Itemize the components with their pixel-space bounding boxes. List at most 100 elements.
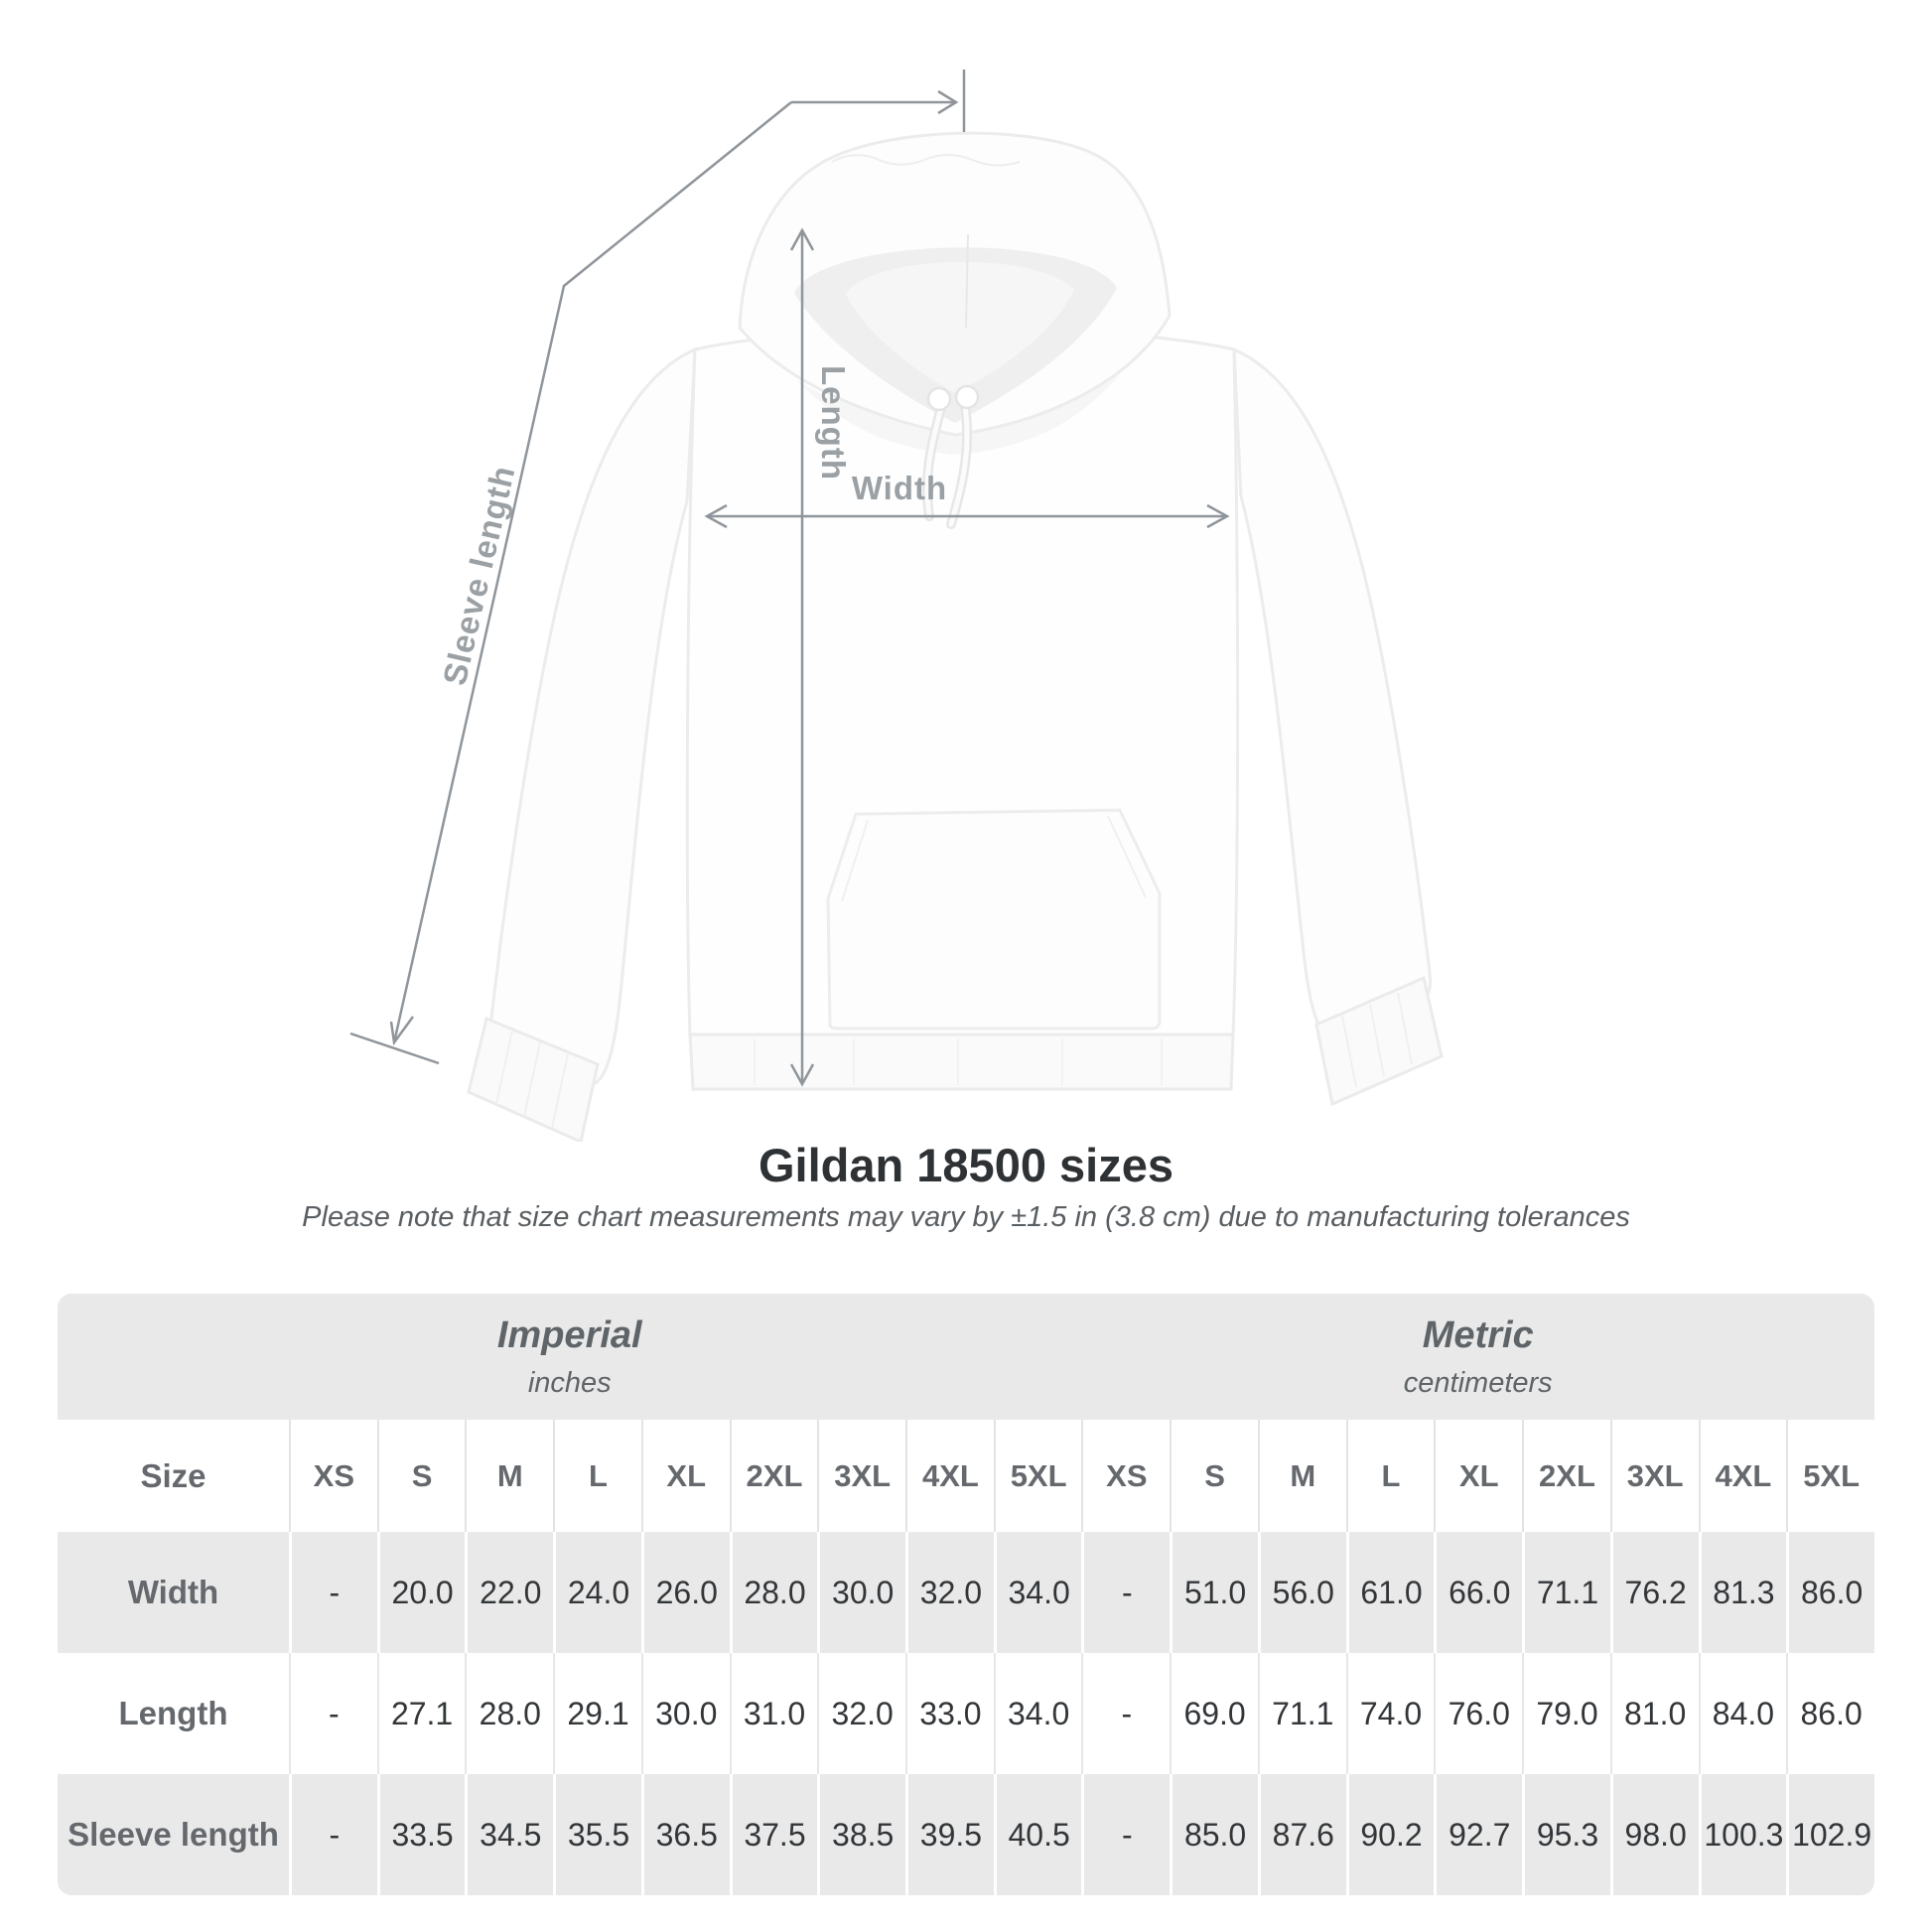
length-measure	[789, 227, 815, 1087]
size-value-cell-imperial: 24.0	[553, 1532, 641, 1653]
size-value-cell-imperial: 33.0	[905, 1653, 994, 1774]
size-value-cell-imperial: 40.5	[993, 1774, 1082, 1895]
size-col-header-imperial: XS	[289, 1420, 377, 1532]
size-value-cell-imperial: 34.5	[465, 1774, 553, 1895]
size-value-cell-metric: 86.0	[1786, 1532, 1874, 1653]
size-value-cell-metric: 86.0	[1786, 1653, 1874, 1774]
hoodie-measurement-diagram: Sleeve length Length Width	[349, 69, 1444, 1142]
size-value-cell-imperial: 34.0	[993, 1532, 1082, 1653]
size-value-cell-metric: 69.0	[1170, 1653, 1258, 1774]
size-value-cell-metric: 61.0	[1345, 1532, 1435, 1653]
size-value-cell-metric: 74.0	[1345, 1653, 1435, 1774]
size-value-cell-metric: 87.6	[1257, 1774, 1346, 1895]
hoodie-hem-band	[688, 1033, 1235, 1091]
size-col-header-metric: XL	[1434, 1420, 1522, 1532]
hood-drawstrings	[921, 384, 980, 529]
size-value-cell-metric: 76.2	[1609, 1532, 1699, 1653]
length-arrowhead-top	[789, 227, 815, 251]
page-title: Gildan 18500 sizes	[758, 1139, 1174, 1191]
size-col-header-metric: M	[1257, 1420, 1346, 1532]
size-value-cell-metric: 79.0	[1522, 1653, 1610, 1774]
size-value-cell-metric: 81.3	[1698, 1532, 1787, 1653]
size-col-header-metric: S	[1170, 1420, 1258, 1532]
size-value-cell-metric: 84.0	[1698, 1653, 1787, 1774]
size-value-cell-imperial: 32.0	[905, 1532, 994, 1653]
size-col-header-metric: 2XL	[1522, 1420, 1610, 1532]
size-col-header-metric: L	[1345, 1420, 1435, 1532]
size-table: Imperial inches Metric centimeters Size X…	[58, 1294, 1874, 1895]
imperial-group-header: Imperial inches	[58, 1294, 1082, 1420]
size-value-cell-metric: 102.9	[1786, 1774, 1874, 1895]
hoodie-right-cuff	[1314, 975, 1444, 1107]
size-value-cell-imperial: 35.5	[553, 1774, 641, 1895]
left-cuff-ribbing	[495, 1030, 569, 1129]
size-value-cell-imperial: -	[289, 1653, 377, 1774]
hoodie-left-cuff	[467, 1016, 600, 1142]
chest-shadow	[794, 372, 1122, 455]
size-col-header-metric: 5XL	[1786, 1420, 1874, 1532]
imperial-unit-label: inches	[527, 1366, 612, 1399]
size-col-header-imperial: XL	[640, 1420, 730, 1532]
hem-ribbing	[754, 1038, 1163, 1085]
size-col-header-metric: XS	[1081, 1420, 1170, 1532]
sleeve-arrowhead-right	[937, 89, 959, 115]
hoodie-left-sleeve	[489, 346, 697, 1086]
imperial-label: Imperial	[496, 1313, 642, 1356]
size-value-cell-imperial: 28.0	[465, 1653, 553, 1774]
size-col-header-imperial: 3XL	[817, 1420, 905, 1532]
size-value-cell-metric: 56.0	[1257, 1532, 1346, 1653]
size-value-cell-metric: -	[1081, 1653, 1170, 1774]
metric-group-header: Metric centimeters	[1082, 1294, 1875, 1420]
size-value-cell-metric: 100.3	[1698, 1774, 1787, 1895]
hood-back-seam	[965, 233, 969, 329]
size-value-cell-metric: 76.0	[1434, 1653, 1522, 1774]
measurement-lines	[349, 69, 1230, 1087]
size-col-header-imperial: M	[465, 1420, 553, 1532]
size-value-cell-imperial: 22.0	[465, 1532, 553, 1653]
table-row-sleeve-length: Sleeve length -33.5 34.5 35.5 36.5 37.5 38.5 39…	[58, 1774, 1874, 1895]
width-label: Width	[852, 470, 947, 506]
size-col-header-imperial: 2XL	[729, 1420, 818, 1532]
tolerance-note: Please note that size chart measurements…	[302, 1201, 1630, 1233]
table-row-length: Length -27.1 28.0 29.1 30.0 31.0 32.0 33.0 34.0-…	[58, 1653, 1874, 1774]
pocket-opening-seams	[841, 815, 1147, 902]
sleeve-length-measure	[349, 69, 966, 1065]
size-value-cell-metric: 90.2	[1345, 1774, 1435, 1895]
size-value-cell-imperial: 33.5	[376, 1774, 466, 1895]
size-corner-label: Size	[140, 1456, 207, 1494]
size-value-cell-metric: 71.1	[1522, 1532, 1610, 1653]
right-cuff-ribbing	[1341, 992, 1413, 1088]
size-value-cell-imperial: 29.1	[553, 1653, 641, 1774]
size-value-cell-imperial: 34.0	[993, 1653, 1082, 1774]
size-value-cell-metric: 85.0	[1170, 1774, 1258, 1895]
length-label: Length	[815, 365, 852, 481]
size-value-cell-metric: 71.1	[1257, 1653, 1346, 1774]
hoodie-right-sleeve	[1232, 346, 1432, 1040]
size-value-cell-imperial: 20.0	[376, 1532, 466, 1653]
size-value-cell-imperial: 39.5	[905, 1774, 994, 1895]
row-label: Sleeve length	[68, 1816, 279, 1853]
size-value-cell-imperial: 37.5	[729, 1774, 818, 1895]
size-value-cell-imperial: 32.0	[817, 1653, 905, 1774]
metric-unit-label: centimeters	[1403, 1366, 1553, 1399]
size-value-cell-metric: 51.0	[1170, 1532, 1258, 1653]
size-value-cell-metric: 95.3	[1522, 1774, 1610, 1895]
size-col-header-metric: 4XL	[1698, 1420, 1787, 1532]
size-col-header-metric: 3XL	[1609, 1420, 1699, 1532]
size-value-cell-imperial: -	[289, 1532, 377, 1653]
length-arrowhead-bottom	[789, 1063, 815, 1087]
size-col-header-imperial: L	[553, 1420, 641, 1532]
size-value-cell-imperial: 36.5	[640, 1774, 730, 1895]
size-value-cell-imperial: 27.1	[376, 1653, 466, 1774]
hoodie-kangaroo-pocket	[826, 808, 1162, 1031]
metric-label: Metric	[1422, 1313, 1534, 1356]
width-arrowhead-left	[704, 503, 728, 529]
size-col-header-imperial: 4XL	[905, 1420, 994, 1532]
size-value-cell-metric: 81.0	[1609, 1653, 1699, 1774]
sleeve-length-label: Sleeve length	[436, 462, 522, 688]
size-value-cell-imperial: 26.0	[640, 1532, 730, 1653]
size-value-cell-imperial: 30.0	[817, 1532, 905, 1653]
unit-header-band: Imperial inches Metric centimeters	[58, 1294, 1874, 1420]
row-label: Width	[127, 1574, 219, 1610]
hood-inner-back-panel	[846, 261, 1074, 393]
